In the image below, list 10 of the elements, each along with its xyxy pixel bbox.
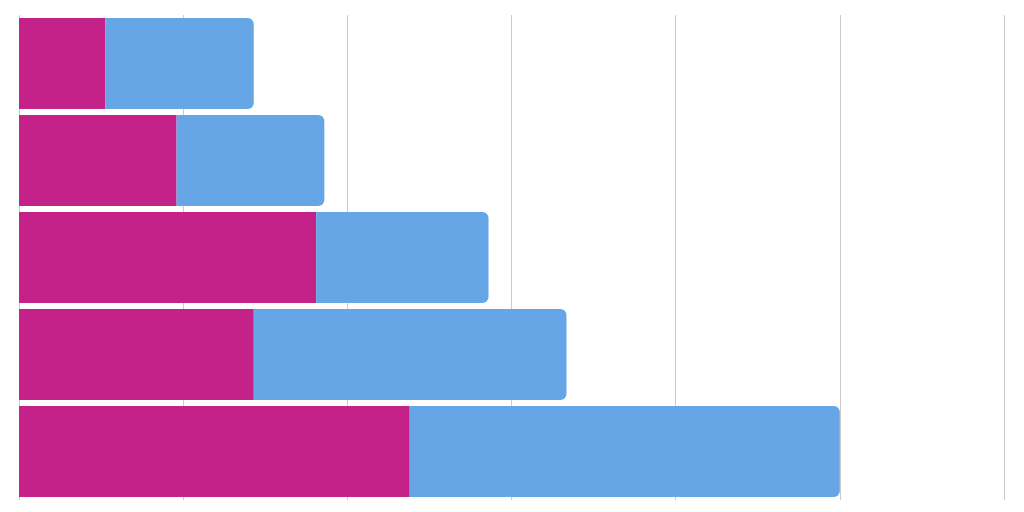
- bar: [105, 17, 254, 110]
- bar: [316, 211, 489, 304]
- bar: [19, 211, 317, 304]
- bar: [176, 114, 325, 207]
- bar: [409, 405, 840, 498]
- bar: [253, 308, 567, 401]
- bar: [19, 17, 106, 110]
- bar: [19, 405, 410, 498]
- bar: [19, 114, 177, 207]
- bar: [19, 308, 254, 401]
